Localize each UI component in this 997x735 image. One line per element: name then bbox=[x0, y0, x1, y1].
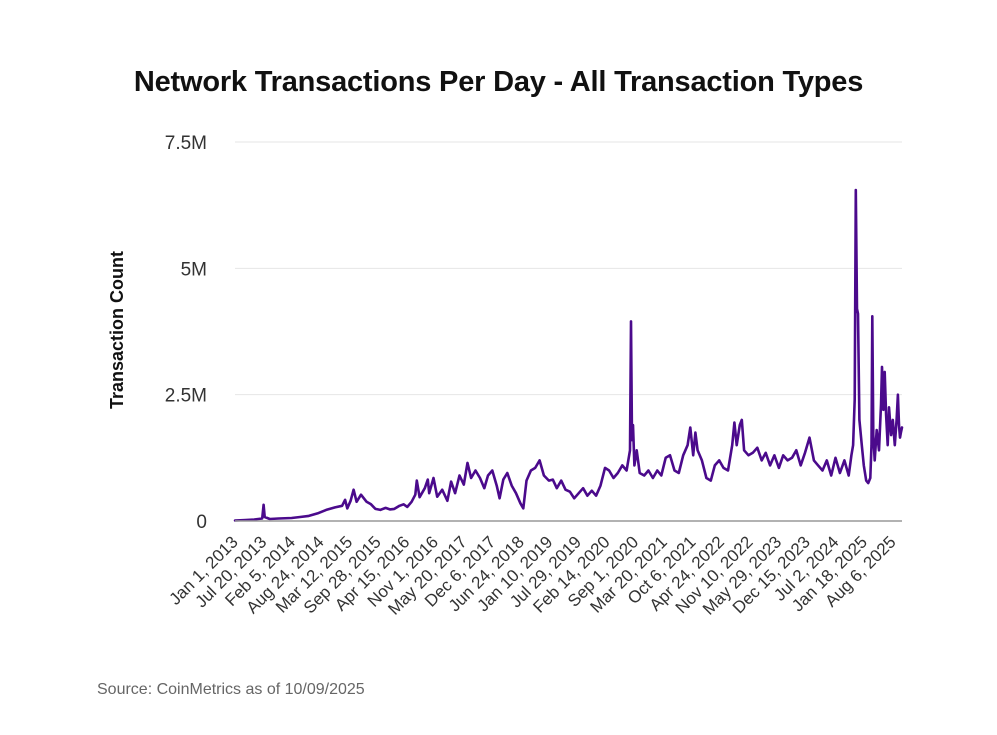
y-axis-ticks: 0 2.5M 5M 7.5M bbox=[165, 133, 207, 533]
y-tick-label: 2.5M bbox=[165, 386, 207, 407]
source-note: Source: CoinMetrics as of 10/09/2025 bbox=[97, 681, 365, 698]
gridlines bbox=[235, 141, 902, 396]
y-axis-label: Transaction Count bbox=[107, 251, 127, 409]
series-line bbox=[233, 188, 904, 522]
series-layer bbox=[233, 188, 904, 522]
y-tick-label: 5M bbox=[181, 259, 207, 280]
y-tick-label: 0 bbox=[196, 512, 207, 533]
chart-title: Network Transactions Per Day - All Trans… bbox=[133, 66, 864, 98]
y-tick-label: 7.5M bbox=[165, 133, 207, 154]
